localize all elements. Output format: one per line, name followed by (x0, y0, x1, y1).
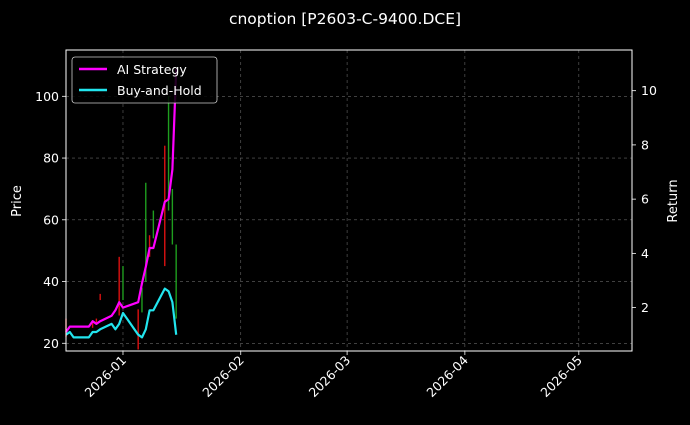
y-tick-label-left: 40 (43, 274, 59, 289)
legend-label-buy-and-hold: Buy-and-Hold (117, 83, 202, 98)
y-axis-right-title: Return (666, 179, 681, 222)
legend-box (71, 56, 218, 104)
plot-frame (65, 49, 633, 352)
series-line-buy-and-hold (65, 287, 178, 339)
legend: AI Strategy Buy-and-Hold (71, 56, 218, 104)
y-axis-left: 20 40 60 80 100 (35, 89, 66, 351)
chart-title: cnoption [P2603-C-9400.DCE] (229, 10, 461, 28)
y-tick-label-left: 80 (43, 151, 59, 166)
y-tick-label-left: 20 (43, 336, 59, 351)
y-tick-label-right: 10 (641, 83, 657, 98)
y-axis-right: 2 4 6 8 10 (632, 83, 657, 315)
series-line-ai-strategy (65, 68, 178, 333)
y-tick-label-left: 100 (35, 89, 59, 104)
candles (65, 96, 177, 350)
y-tick-label-left: 60 (43, 212, 59, 227)
y-tick-label-right: 2 (641, 300, 649, 315)
y-tick-label-right: 8 (641, 137, 649, 152)
legend-label-ai-strategy: AI Strategy (117, 62, 187, 77)
y-tick-label-right: 6 (641, 192, 649, 207)
y-tick-label-right: 4 (641, 246, 649, 261)
y-axis-left-title: Price (10, 185, 25, 217)
series-lines (65, 68, 178, 339)
